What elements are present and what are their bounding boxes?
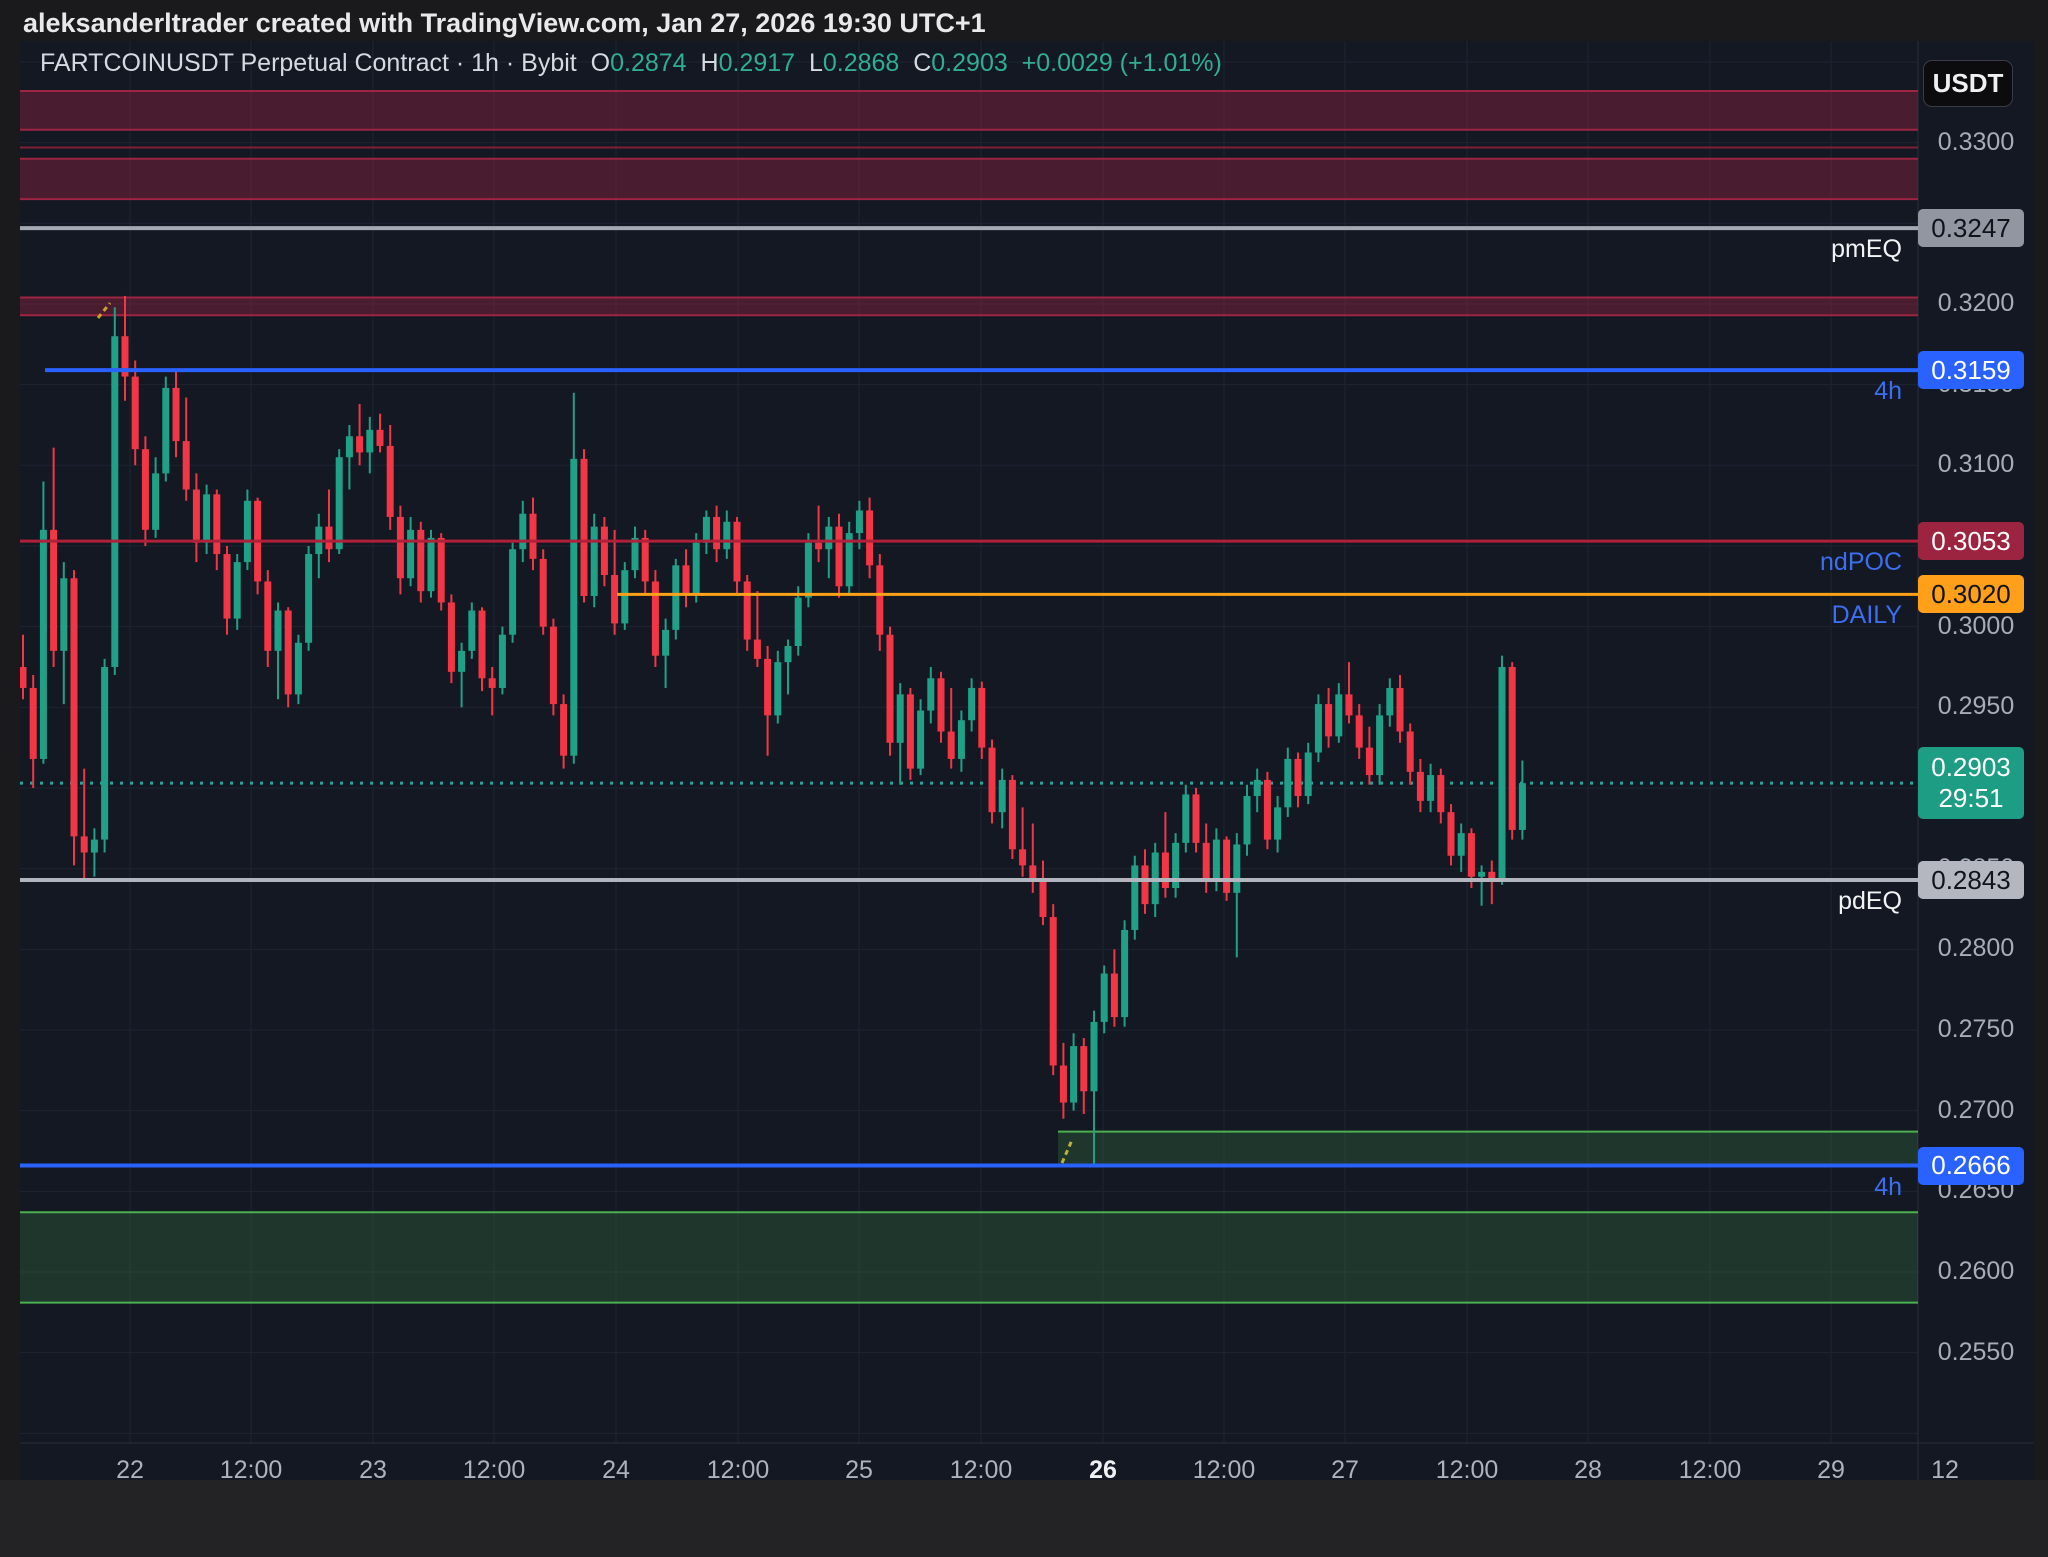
price-tick-label: 0.3200 [1937, 288, 2015, 317]
bottom-bar: TradingView [0, 1480, 2048, 1557]
level-label-ndpoc: ndPOC [1820, 548, 1902, 577]
time-tick-label: 12:00 [462, 1456, 526, 1484]
ohlc-low-value: 0.2868 [822, 49, 900, 77]
price-badge-0.2843[interactable]: 0.2843 [1918, 860, 2024, 899]
time-tick-label: 28 [1574, 1456, 1602, 1484]
price-chart[interactable] [20, 41, 2034, 1480]
symbol-header[interactable]: FARTCOINUSDT Perpetual Contract · 1h · B… [40, 49, 1222, 78]
level-label-4h: 4h [1874, 377, 1902, 406]
time-tick-label: 24 [602, 1456, 630, 1484]
ohlc-open-value: 0.2874 [610, 49, 687, 77]
price-axis[interactable] [1918, 41, 2034, 1443]
time-tick-label: 12:00 [1678, 1456, 1742, 1484]
time-tick-label: 22 [116, 1456, 144, 1484]
time-tick-label: 12:00 [219, 1456, 283, 1484]
time-tick-label: 25 [845, 1456, 873, 1484]
ohlc-close-value: 0.2903 [931, 49, 1008, 77]
ohlc-low-label: L [808, 49, 823, 77]
attribution-bar: aleksanderltrader created with TradingVi… [0, 0, 2048, 41]
time-tick-label: 12:00 [1192, 1456, 1256, 1484]
underlay-lines [20, 146, 1918, 785]
level-lines [20, 226, 1918, 1168]
level-label-pmeq: pmEQ [1831, 235, 1902, 264]
price-tick-label: 0.3000 [1937, 611, 2015, 640]
ohlc-high-label: H [700, 49, 719, 77]
price-tick-label: 0.2700 [1937, 1095, 2015, 1124]
price-tick-label: 0.2550 [1937, 1337, 2015, 1366]
level-label-pdeq: pdEQ [1838, 886, 1902, 915]
price-badge-0.3053[interactable]: 0.3053 [1918, 522, 2024, 561]
drawing-marks [96, 302, 1074, 1164]
candles-series [20, 295, 1526, 1168]
currency-toggle-button[interactable]: USDT [1923, 60, 2013, 107]
time-tick-label: 23 [359, 1456, 387, 1484]
time-tick-label: 12 [1931, 1456, 1959, 1484]
attribution-text: aleksanderltrader created with TradingVi… [23, 8, 986, 38]
price-badge-0.2666[interactable]: 0.2666 [1918, 1146, 2024, 1185]
level-label-4h: 4h [1874, 1172, 1902, 1201]
time-tick-label: 29 [1817, 1456, 1845, 1484]
price-tick-label: 0.3300 [1937, 127, 2015, 156]
time-tick-label: 26 [1089, 1456, 1117, 1484]
time-tick-label: 12:00 [706, 1456, 770, 1484]
price-badge-0.3159[interactable]: 0.3159 [1918, 351, 2024, 390]
price-tick-label: 0.2600 [1937, 1256, 2015, 1285]
ohlc-open-label: O [590, 49, 611, 77]
ohlc-close-label: C [913, 49, 932, 77]
chart-pane[interactable]: FARTCOINUSDT Perpetual Contract · 1h · B… [20, 41, 2034, 1484]
level-label-daily: DAILY [1831, 601, 1902, 630]
supply-demand-zones [20, 90, 1918, 1304]
time-tick-label: 12:00 [1435, 1456, 1499, 1484]
price-tick-label: 0.2750 [1937, 1014, 2015, 1043]
price-badge-0.3247[interactable]: 0.3247 [1918, 209, 2024, 248]
symbol-title[interactable]: FARTCOINUSDT Perpetual Contract · 1h · B… [40, 49, 577, 77]
ohlc-change-value: +0.0029 (+1.01%) [1021, 49, 1222, 77]
price-tick-label: 0.2800 [1937, 934, 2015, 963]
ohlc-high-value: 0.2917 [718, 49, 796, 77]
price-tick-label: 0.3100 [1937, 450, 2015, 479]
price-badge-0.2903[interactable]: 0.2903 29:51 [1918, 747, 2024, 820]
time-tick-label: 27 [1331, 1456, 1359, 1484]
price-badge-0.3020[interactable]: 0.3020 [1918, 575, 2024, 614]
time-tick-label: 12:00 [949, 1456, 1013, 1484]
price-tick-label: 0.2950 [1937, 692, 2015, 721]
